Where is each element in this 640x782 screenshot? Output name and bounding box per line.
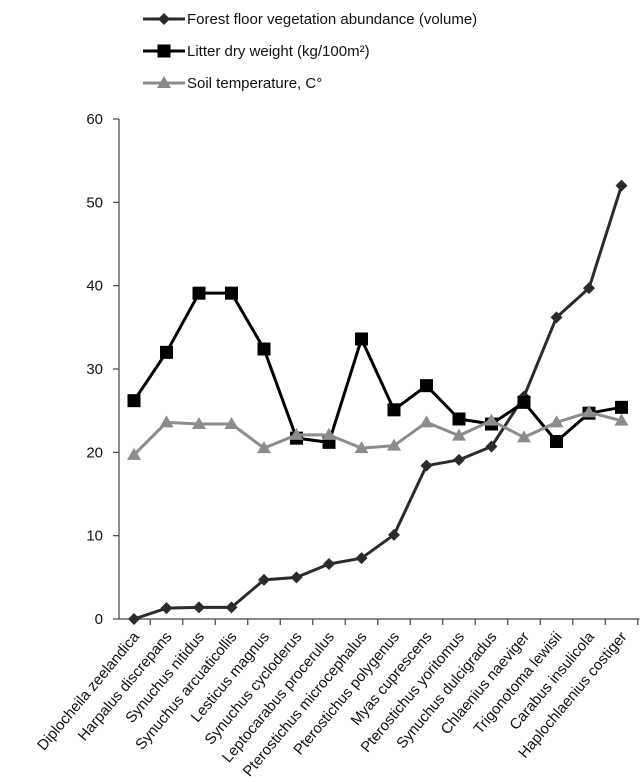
- data-point: [583, 282, 595, 295]
- legend-item: Litter dry weight (kg/100m²): [143, 43, 370, 60]
- series-line: [132, 410, 622, 456]
- data-point: [615, 400, 628, 414]
- data-point: [517, 430, 531, 443]
- series-2: [127, 286, 628, 449]
- legend-label: Litter dry weight (kg/100m²): [187, 43, 370, 60]
- y-tick-label: 10: [86, 528, 103, 545]
- data-point: [289, 427, 304, 440]
- data-point: [387, 403, 401, 417]
- series-1: [128, 179, 628, 625]
- data-point: [614, 413, 629, 426]
- legend-marker: [157, 76, 171, 88]
- data-point: [160, 602, 173, 615]
- y-tick-label: 50: [86, 194, 103, 211]
- legend: Forest floor vegetation abundance (volum…: [143, 11, 477, 92]
- data-point: [323, 558, 335, 570]
- legend-label: Forest floor vegetation abundance (volum…: [187, 11, 477, 28]
- data-point: [127, 394, 141, 408]
- data-point: [355, 552, 368, 565]
- data-point: [550, 311, 563, 324]
- data-point: [549, 415, 564, 428]
- data-point: [354, 441, 369, 454]
- legend-marker: [158, 13, 170, 25]
- plot-area: [127, 179, 629, 625]
- data-point: [224, 417, 239, 429]
- data-point: [484, 413, 499, 426]
- data-point: [160, 345, 173, 359]
- y-tick-label: 20: [86, 444, 103, 461]
- data-point: [290, 571, 303, 584]
- y-tick-label: 40: [86, 278, 103, 295]
- data-point: [127, 447, 141, 460]
- data-point: [258, 573, 270, 586]
- data-point: [452, 428, 466, 441]
- data-point: [257, 342, 271, 356]
- data-point: [453, 453, 465, 466]
- legend-item: Forest floor vegetation abundance (volum…: [143, 11, 477, 28]
- data-point: [452, 412, 466, 426]
- legend-marker: [157, 44, 171, 58]
- data-point: [420, 379, 433, 393]
- data-point: [192, 417, 206, 429]
- series-3: [127, 405, 629, 460]
- data-point: [517, 395, 531, 409]
- data-point: [192, 286, 206, 300]
- data-point: [355, 332, 368, 346]
- data-point: [485, 440, 498, 453]
- data-point: [615, 179, 628, 192]
- series-line: [132, 291, 622, 444]
- data-point: [582, 405, 596, 418]
- series-line: [133, 185, 623, 621]
- data-point: [225, 286, 238, 300]
- legend-label: Soil temperature, C°: [187, 75, 322, 92]
- y-tick-label: 30: [86, 361, 103, 378]
- data-point: [388, 528, 400, 541]
- data-point: [257, 441, 271, 454]
- y-tick-label: 0: [95, 611, 103, 628]
- data-point: [322, 427, 336, 440]
- data-point: [159, 415, 174, 428]
- legend-item: Soil temperature, C°: [143, 75, 322, 92]
- y-tick-label: 60: [86, 111, 103, 128]
- data-point: [419, 415, 434, 428]
- data-point: [128, 613, 140, 625]
- data-point: [420, 459, 433, 472]
- data-point: [387, 438, 401, 451]
- data-point: [193, 601, 205, 614]
- data-point: [225, 601, 238, 614]
- data-point: [550, 435, 563, 448]
